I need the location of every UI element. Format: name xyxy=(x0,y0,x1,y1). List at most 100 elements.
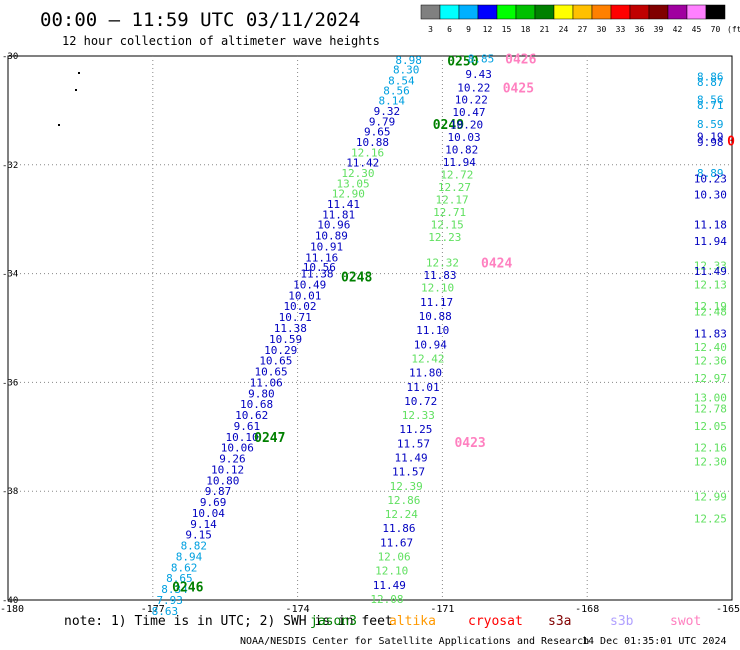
wave-height-point: 12.72 xyxy=(440,169,473,182)
pass-time-label: 0248 xyxy=(341,270,372,285)
wave-height-point: 12.05 xyxy=(694,420,727,433)
wave-height-point: 8.30 xyxy=(393,64,420,77)
x-tick-label: -177 xyxy=(141,604,165,615)
legend-swatch xyxy=(572,4,593,20)
wave-height-point: 11.81 xyxy=(322,208,355,221)
pass-time-label: 0426 xyxy=(505,53,536,68)
legend-label: 12 xyxy=(483,25,493,34)
wave-height-point: 11.41 xyxy=(327,198,360,211)
wave-height-point: 10.62 xyxy=(235,409,268,422)
wave-height-point: 8.89 xyxy=(697,167,724,180)
legend-swatch xyxy=(648,4,669,20)
satellite-track: 8.988.308.548.568.149.329.799.6510.8812.… xyxy=(152,54,479,618)
wave-height-point: 8.65 xyxy=(166,572,193,585)
wave-height-point: 8.63 xyxy=(152,605,179,618)
wave-height-point: 10.71 xyxy=(279,311,312,324)
wave-height-point: 12.33 xyxy=(694,259,727,272)
wave-height-point: 12.13 xyxy=(694,278,727,291)
wave-height-point: 7.93 xyxy=(156,594,183,607)
wave-height-point: 12.24 xyxy=(385,508,418,521)
wave-height-point: 8.98 xyxy=(395,54,422,67)
wave-height-point: 12.32 xyxy=(426,257,459,270)
wave-height-point: 11.25 xyxy=(399,423,432,436)
wave-height-point: 10.96 xyxy=(317,219,350,232)
satellite-name: altika xyxy=(389,614,436,629)
wave-height-point: 9.32 xyxy=(374,105,401,118)
wave-height-point: 10.89 xyxy=(315,230,348,243)
wave-height-point: 10.29 xyxy=(264,344,297,357)
wave-height-point: 10.30 xyxy=(694,189,727,202)
wave-height-point: 11.67 xyxy=(380,536,413,549)
wave-height-point: 10.02 xyxy=(283,300,316,313)
wave-height-point: 9.65 xyxy=(364,126,391,139)
plot-area: -180 -177 -174 -171 -168 -165 -30 -32 -34 -36 -38 -… xyxy=(0,52,740,618)
wave-height-point: 8.62 xyxy=(171,561,198,574)
wave-height-point: 12.16 xyxy=(351,146,384,159)
wave-height-point: 12.90 xyxy=(332,188,365,201)
wave-height-point: 12.15 xyxy=(431,219,464,232)
map-dot xyxy=(78,72,80,74)
legend-unit: (ft) xyxy=(727,25,740,34)
pass-time-label: 0 xyxy=(727,134,735,149)
legend-swatch xyxy=(534,4,555,20)
pass-time-label: 0425 xyxy=(503,82,534,97)
wave-height-point: 9.87 xyxy=(205,485,232,498)
satellite-name: s3b xyxy=(610,614,634,629)
legend-label: 3 xyxy=(428,25,433,34)
wave-height-point: 10.49 xyxy=(293,278,326,291)
wave-height-point: 9.80 xyxy=(248,387,275,400)
legend-label: 39 xyxy=(654,25,664,34)
wave-height-point: 11.83 xyxy=(423,269,456,282)
wave-height-point: 8.56 xyxy=(383,84,410,97)
wave-height-point: 10.22 xyxy=(457,82,490,95)
legend-swatch xyxy=(686,4,707,20)
wave-height-point: 12.33 xyxy=(402,409,435,422)
footer-credit: NOAA/NESDIS Center for Satellite Applica… xyxy=(240,636,589,647)
wave-height-point: 11.49 xyxy=(394,451,427,464)
wave-height-point: 11.94 xyxy=(694,235,727,248)
wave-height-point: 10.72 xyxy=(404,395,437,408)
wave-height-point: 12.27 xyxy=(438,181,471,194)
legend-swatch xyxy=(667,4,688,20)
legend-label: 30 xyxy=(597,25,607,34)
wave-height-point: 9.19 xyxy=(697,131,724,144)
legend-swatch xyxy=(496,4,517,20)
satellite-name: cryosat xyxy=(468,614,523,629)
wave-height-point: 11.17 xyxy=(420,296,453,309)
wave-height-point: 10.12 xyxy=(211,463,244,476)
wave-height-point: 10.06 xyxy=(221,442,254,455)
wave-height-point: 11.38 xyxy=(300,268,333,281)
wave-height-point: 8.54 xyxy=(388,74,415,87)
legend-label: 21 xyxy=(540,25,550,34)
y-tick-label: -34 xyxy=(2,270,18,280)
y-tick-label: -38 xyxy=(2,487,18,497)
chart-title: 00:00 – 11:59 UTC 03/11/2024 xyxy=(40,9,360,31)
footer-note: note: 1) Time is in UTC; 2) SWH is in fe… xyxy=(64,614,393,629)
wave-height-point: 9.15 xyxy=(185,529,212,542)
wave-height-point: 11.86 xyxy=(382,522,415,535)
wave-height-point: 12.16 xyxy=(694,442,727,455)
legend-swatch xyxy=(477,4,498,20)
satellite-name: swot xyxy=(670,614,701,629)
wave-height-point: 12.08 xyxy=(370,593,403,606)
wave-height-point: 9.26 xyxy=(219,453,246,466)
wave-height-point: 11.01 xyxy=(407,381,440,394)
wave-height-point: 10.91 xyxy=(310,240,343,253)
wave-height-point: 11.06 xyxy=(250,376,283,389)
legend-swatch xyxy=(591,4,612,20)
wave-height-point: 10.10 xyxy=(226,431,259,444)
wave-height-point: 10.01 xyxy=(288,289,321,302)
wave-height-point: 10.80 xyxy=(206,474,239,487)
satellite-track: 8.859.4310.2210.2210.4710.2010.0310.8211… xyxy=(370,53,536,606)
wave-height-point: 10.03 xyxy=(448,131,481,144)
wave-height-point: 10.47 xyxy=(452,106,485,119)
wave-height-point: 9.61 xyxy=(234,420,261,433)
wave-height-point: 12.06 xyxy=(378,550,411,563)
legend-swatch xyxy=(553,4,574,20)
wave-height-point: 10.88 xyxy=(356,136,389,149)
y-tick-label: -30 xyxy=(2,52,18,62)
wave-height-point: 13.00 xyxy=(694,392,727,405)
footer-generated: 14 Dec 01:35:01 UTC 2024 xyxy=(582,636,727,647)
